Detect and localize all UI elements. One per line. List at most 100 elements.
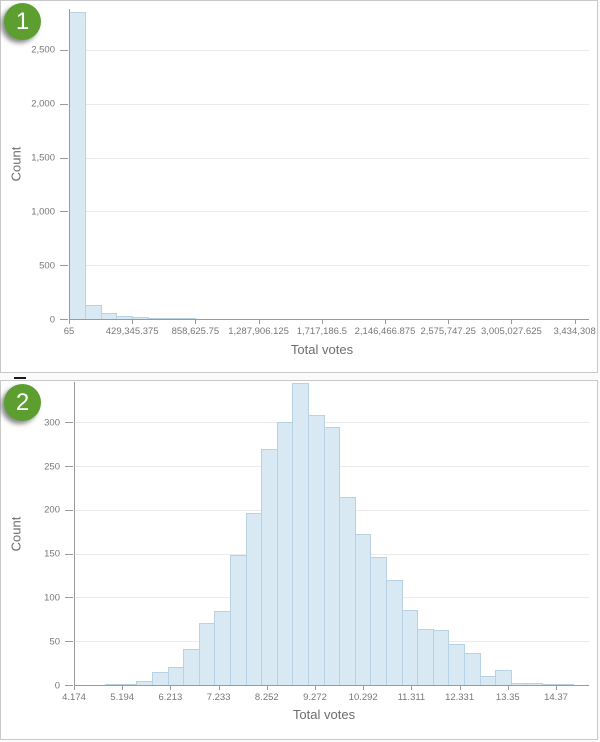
y-tick-mark <box>65 553 73 555</box>
x-tick-label: 65 <box>63 326 75 337</box>
x-tick-mark <box>170 685 172 690</box>
y-tick-label: 0 <box>49 314 55 325</box>
y-tick-label: 250 <box>44 461 60 473</box>
histogram-bar[interactable] <box>152 672 169 685</box>
y-tick-label: 300 <box>44 417 60 429</box>
histogram-bar[interactable] <box>417 629 434 685</box>
x-tick-mark <box>315 685 316 690</box>
x-tick-mark <box>556 685 557 690</box>
x-tick-label: 13.35 <box>495 692 520 703</box>
gridline <box>69 157 589 159</box>
y-tick-label: 500 <box>39 260 55 272</box>
chart-panel-1: Count 0 500 1,000 1,500 2,000 2,500 65 429,345.… <box>0 0 598 373</box>
y-tick-label: 200 <box>44 504 60 516</box>
x-axis-line <box>74 685 589 686</box>
x-tick-label: 14.37 <box>544 692 568 703</box>
x-tick-label: 12.331 <box>445 692 475 703</box>
y-tick-mark <box>65 422 73 424</box>
histogram-bar[interactable] <box>464 653 481 685</box>
x-tick-mark <box>321 319 323 324</box>
x-axis-title: Total votes <box>292 707 356 722</box>
y-tick-mark <box>60 211 68 213</box>
y-tick-mark <box>60 157 68 159</box>
y-tick-label: 1,500 <box>31 152 55 164</box>
gridline <box>69 103 589 105</box>
histogram-bar[interactable] <box>69 12 86 319</box>
histogram-bar[interactable] <box>183 649 200 685</box>
x-tick-mark <box>507 685 509 690</box>
plot-area-2: 0 50 100 150 200 250 300 4.174 5.194 6.213 7.233 8.… <box>44 382 589 703</box>
x-tick-mark <box>511 319 513 324</box>
y-tick-mark <box>65 509 73 511</box>
histogram-bar[interactable] <box>168 667 184 685</box>
histogram-bar[interactable] <box>261 449 278 685</box>
x-tick-mark <box>195 319 197 324</box>
x-tick-label: 6.213 <box>158 692 183 703</box>
x-tick-mark <box>258 319 260 324</box>
histogram-bar[interactable] <box>370 557 387 685</box>
y-tick-mark <box>60 265 68 267</box>
x-tick-mark <box>411 685 413 690</box>
y-tick-mark <box>65 641 73 643</box>
x-tick-label: 9.272 <box>303 692 327 703</box>
x-tick-label: 11.311 <box>397 692 426 703</box>
step-badge-1: 1 <box>4 3 41 40</box>
histogram-bar[interactable] <box>214 611 231 685</box>
gridline <box>74 422 589 424</box>
y-axis-line <box>74 382 75 686</box>
x-tick-label: 10.292 <box>348 692 378 703</box>
x-tick-label: 858,625.75 <box>171 326 220 337</box>
y-axis-line <box>69 9 70 320</box>
histogram-bar[interactable] <box>85 305 102 319</box>
histogram-bar[interactable] <box>292 383 309 685</box>
stray-dash-artifact <box>14 377 26 379</box>
x-axis-title: Total votes <box>290 342 354 357</box>
x-tick-mark <box>363 685 365 690</box>
x-tick-mark <box>266 685 268 690</box>
histogram-bar[interactable] <box>277 422 293 685</box>
x-tick-label: 3,434,308 <box>553 326 596 337</box>
histogram-bar[interactable] <box>495 670 512 685</box>
y-tick-label: 50 <box>49 636 60 648</box>
histogram-bar[interactable] <box>308 415 325 685</box>
x-tick-mark <box>132 319 134 324</box>
histogram-bar[interactable] <box>448 644 465 685</box>
x-axis-line <box>69 319 589 320</box>
y-tick-mark <box>60 49 68 51</box>
x-tick-label: 429,345.375 <box>105 326 159 337</box>
histogram-bar[interactable] <box>386 580 403 685</box>
histogram-bar[interactable] <box>339 497 356 685</box>
histogram-bar[interactable] <box>355 534 371 685</box>
x-tick-mark <box>385 319 386 324</box>
gridline <box>69 211 589 213</box>
chart-panel-2: Count 0 50 100 150 200 250 300 4.174 5.194 6.213 7… <box>0 380 598 740</box>
y-tick-mark <box>65 597 73 599</box>
histogram-bar[interactable] <box>246 513 262 685</box>
x-tick-mark <box>218 685 220 690</box>
x-tick-mark <box>459 685 461 690</box>
y-tick-mark <box>65 466 73 468</box>
y-tick-mark <box>60 319 68 320</box>
x-tick-mark <box>69 319 70 324</box>
x-tick-label: 5.194 <box>110 692 135 703</box>
histogram-bar[interactable] <box>480 676 496 685</box>
x-tick-label: 1,287,906.125 <box>228 326 289 337</box>
x-tick-label: 1,717,186.5 <box>296 326 347 337</box>
histogram-bar[interactable] <box>199 623 215 685</box>
y-tick-label: 150 <box>44 548 60 560</box>
histogram-bar[interactable] <box>433 630 449 685</box>
x-tick-label: 2,575,747.25 <box>420 326 476 337</box>
histogram-bar[interactable] <box>558 684 574 685</box>
x-tick-label: 3,005,027.625 <box>481 326 542 337</box>
gridline <box>69 265 589 267</box>
x-tick-label: 7.233 <box>206 692 231 703</box>
x-tick-label: 4.174 <box>62 692 86 703</box>
y-tick-label: 2,000 <box>31 98 55 110</box>
x-tick-mark <box>448 319 450 324</box>
y-tick-label: 0 <box>54 680 60 691</box>
histogram-bar[interactable] <box>230 555 247 685</box>
histogram-bar[interactable] <box>402 610 418 685</box>
histogram-bar[interactable] <box>324 427 340 685</box>
histogram-bar[interactable] <box>180 318 196 319</box>
